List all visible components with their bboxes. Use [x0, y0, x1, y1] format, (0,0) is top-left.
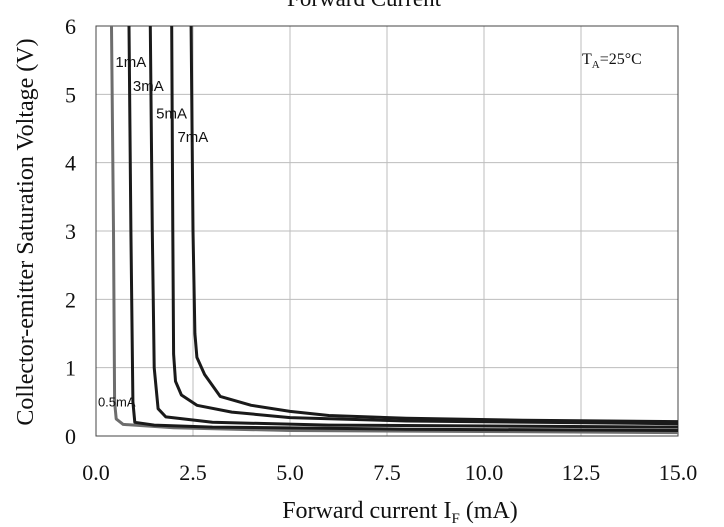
- temperature-annotation-tail: =25°C: [600, 51, 642, 68]
- temperature-annotation: TA=25°C: [582, 51, 642, 71]
- series-label-7mA: 7mA: [177, 129, 208, 146]
- x-axis-label-main: Forward current I: [282, 498, 451, 524]
- grid: [95, 25, 679, 437]
- y-tick-label: 4: [65, 151, 76, 176]
- series-line-3mA: [148, 25, 679, 429]
- series-labels: 0.5mA 1mA 3mA 5mA 7mA: [98, 54, 208, 410]
- temperature-annotation-main: T: [582, 51, 592, 68]
- x-tick-label: 15.0: [659, 460, 698, 485]
- x-tick-label: 2.5: [179, 460, 207, 485]
- y-tick-label: 5: [65, 82, 76, 107]
- plot-area-border: [95, 25, 679, 437]
- series-label-0.5mA: 0.5mA: [98, 395, 136, 410]
- series-line-0.5mA: [110, 25, 679, 435]
- y-tick-label: 1: [65, 356, 76, 381]
- chart-title: Forward Current: [287, 0, 442, 11]
- series-label-1mA: 1mA: [115, 54, 146, 71]
- series-line-1mA: [127, 25, 679, 432]
- y-tick-label: 6: [65, 14, 76, 39]
- temperature-annotation-sub: A: [592, 59, 600, 71]
- series-layer: [110, 25, 679, 435]
- x-tick-label: 5.0: [276, 460, 304, 485]
- x-tick-label: 10.0: [465, 460, 504, 485]
- x-axis-label-tail: (mA): [460, 498, 518, 524]
- y-axis-label: Collector-emitter Saturation Voltage (V): [13, 38, 39, 425]
- series-label-5mA: 5mA: [156, 105, 187, 122]
- x-tick-labels: 0.0 2.5 5.0 7.5 10.0 12.5 15.0: [82, 460, 697, 485]
- x-tick-label: 0.0: [82, 460, 110, 485]
- series-label-3mA: 3mA: [133, 78, 164, 95]
- x-tick-label: 12.5: [562, 460, 601, 485]
- x-axis-label-sub: F: [451, 511, 459, 527]
- series-line-7mA: [189, 25, 679, 424]
- series-line-5mA: [170, 25, 679, 426]
- y-tick-label: 0: [65, 424, 76, 449]
- y-tick-label: 3: [65, 219, 76, 244]
- y-tick-label: 2: [65, 287, 76, 312]
- x-tick-label: 7.5: [373, 460, 401, 485]
- y-tick-labels: 0 1 2 3 4 5 6: [65, 14, 76, 449]
- x-axis-label: Forward current IF (mA): [282, 498, 518, 527]
